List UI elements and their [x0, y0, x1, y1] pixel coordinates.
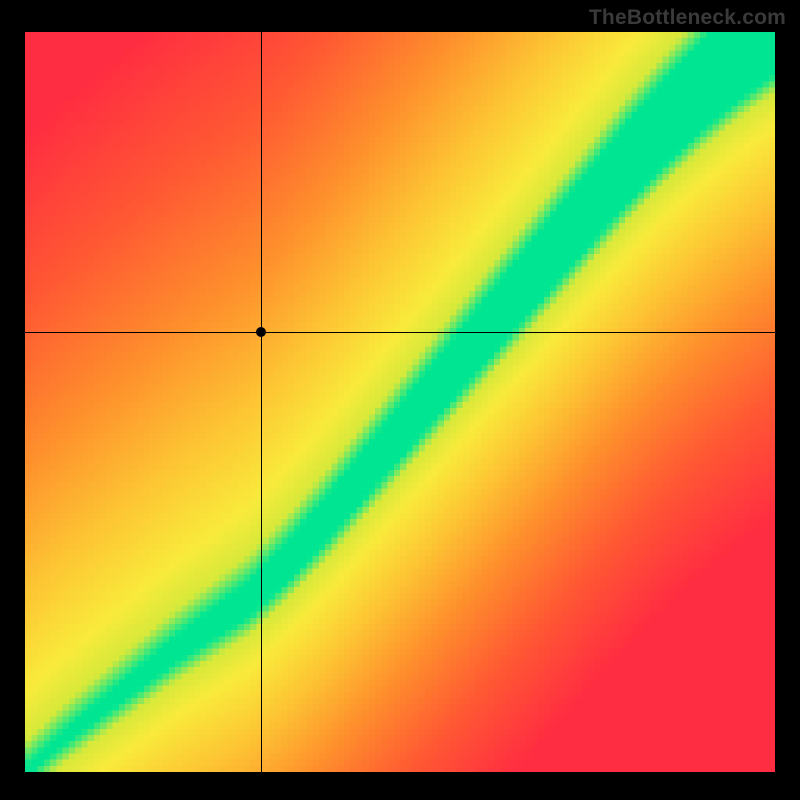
crosshair-marker — [256, 327, 266, 337]
watermark-text: TheBottleneck.com — [589, 6, 786, 30]
crosshair-vertical — [261, 32, 262, 772]
heatmap-canvas — [25, 32, 775, 772]
crosshair-horizontal — [25, 332, 775, 333]
bottleneck-heatmap — [25, 32, 775, 772]
